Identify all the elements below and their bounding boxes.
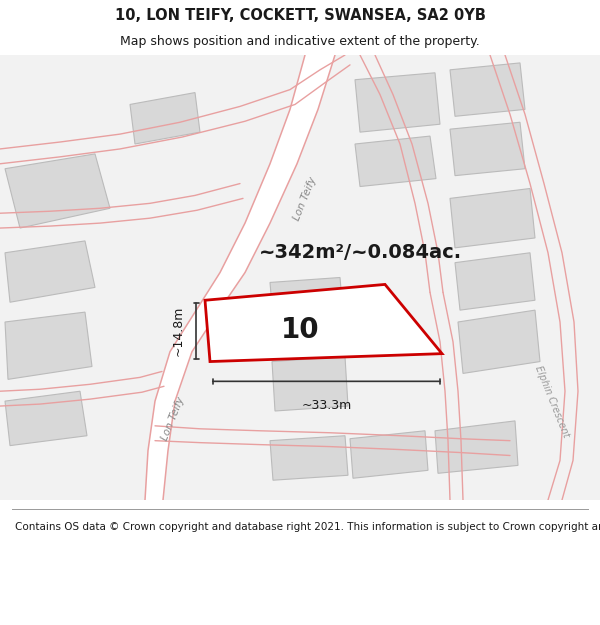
Polygon shape <box>205 284 442 361</box>
Polygon shape <box>272 357 348 411</box>
Text: ~342m²/~0.084ac.: ~342m²/~0.084ac. <box>259 243 461 262</box>
Polygon shape <box>450 189 535 248</box>
Text: ~33.3m: ~33.3m <box>301 399 352 412</box>
Polygon shape <box>458 310 540 373</box>
Polygon shape <box>355 72 440 132</box>
Text: Elphin Crescent: Elphin Crescent <box>533 364 571 439</box>
Polygon shape <box>435 421 518 473</box>
Text: ~14.8m: ~14.8m <box>172 306 185 356</box>
Text: Lon Teify: Lon Teify <box>292 175 318 222</box>
Polygon shape <box>450 122 525 176</box>
Polygon shape <box>5 391 87 446</box>
Polygon shape <box>355 136 436 186</box>
Polygon shape <box>130 92 200 144</box>
Text: Lon Teify: Lon Teify <box>160 396 186 442</box>
Text: Contains OS data © Crown copyright and database right 2021. This information is : Contains OS data © Crown copyright and d… <box>15 522 600 532</box>
Text: Map shows position and indicative extent of the property.: Map shows position and indicative extent… <box>120 35 480 48</box>
Polygon shape <box>270 278 344 330</box>
Polygon shape <box>350 431 428 478</box>
Polygon shape <box>5 241 95 302</box>
Polygon shape <box>5 312 92 379</box>
Polygon shape <box>450 63 525 116</box>
Text: 10, LON TEIFY, COCKETT, SWANSEA, SA2 0YB: 10, LON TEIFY, COCKETT, SWANSEA, SA2 0YB <box>115 8 485 23</box>
Polygon shape <box>455 253 535 310</box>
Polygon shape <box>145 55 335 500</box>
Polygon shape <box>270 436 348 480</box>
Polygon shape <box>5 154 110 228</box>
Text: 10: 10 <box>281 316 320 344</box>
